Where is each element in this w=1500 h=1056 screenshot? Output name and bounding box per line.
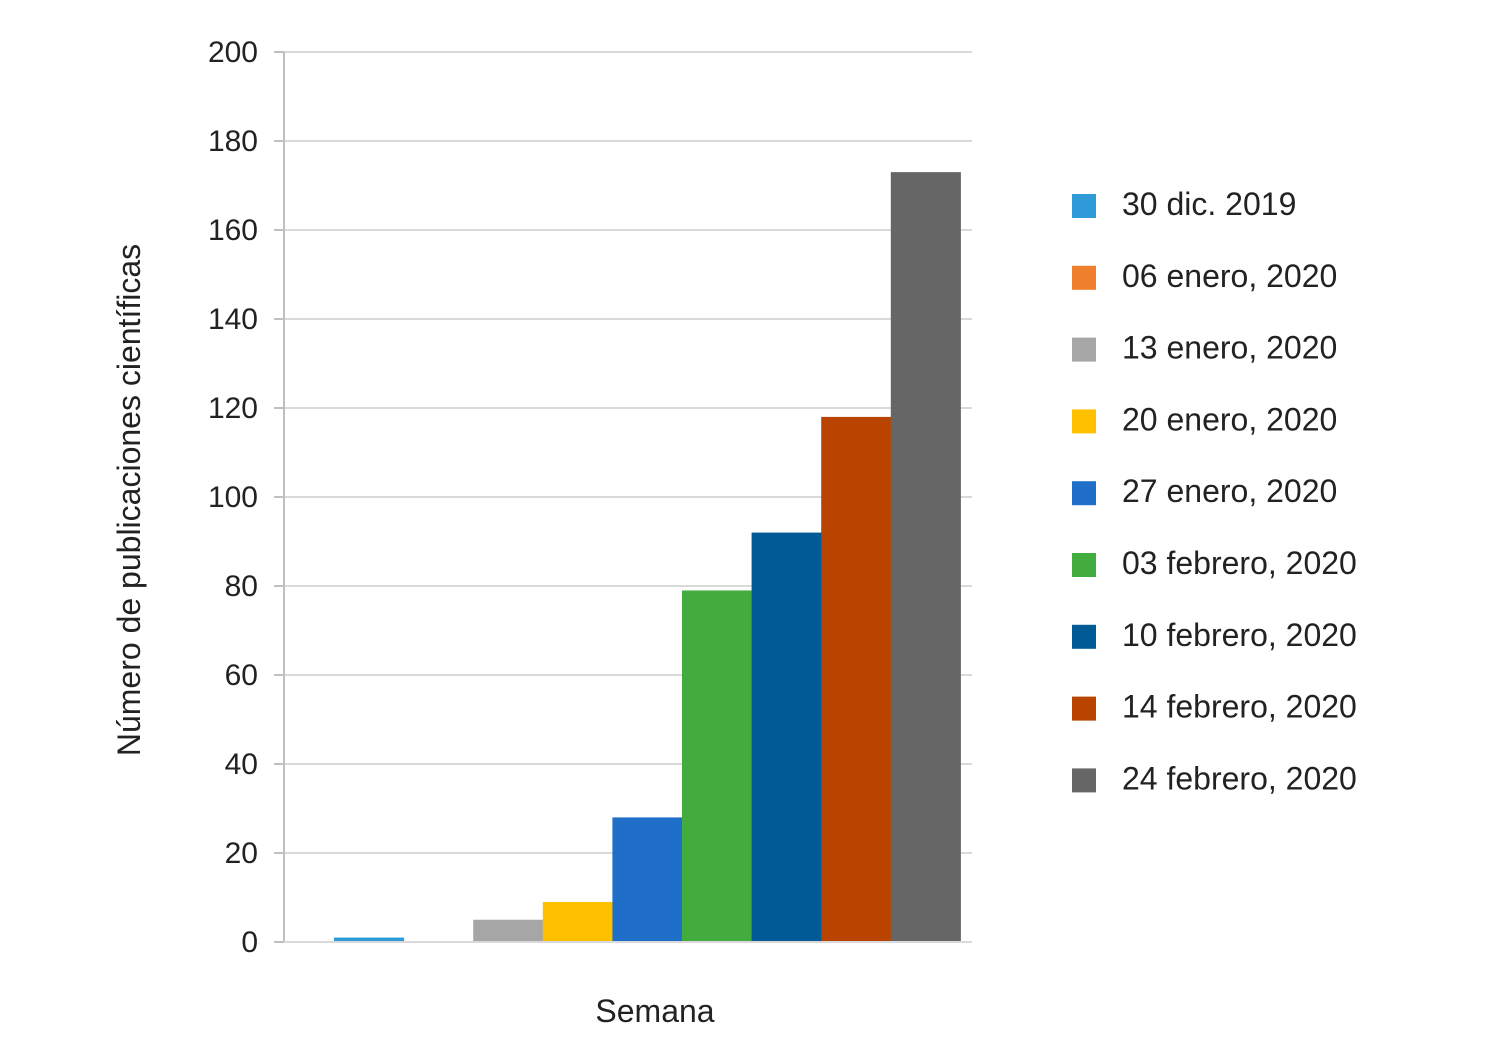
legend-swatch xyxy=(1072,696,1096,721)
gridlines xyxy=(284,51,972,854)
legend-label: 14 febrero, 2020 xyxy=(1122,689,1357,725)
legend-item: 10 febrero, 2020 xyxy=(1072,617,1357,653)
legend-label: 10 febrero, 2020 xyxy=(1122,617,1357,653)
bar xyxy=(751,532,822,942)
bar xyxy=(682,590,753,942)
y-tick-label: 180 xyxy=(208,125,258,158)
y-tick-label: 40 xyxy=(225,748,258,781)
legend: 30 dic. 2019 06 enero, 2020 13 enero, 2020… xyxy=(1072,186,1357,796)
y-tick-label: 20 xyxy=(225,837,258,870)
legend-label: 20 enero, 2020 xyxy=(1122,401,1337,437)
legend-item: 13 enero, 2020 xyxy=(1072,330,1337,366)
legend-swatch xyxy=(1072,481,1096,506)
legend-item: 30 dic. 2019 xyxy=(1072,186,1296,222)
bar xyxy=(821,416,892,942)
y-tick-labels: 0 20 40 60 80 100 120 140 160 180 200 xyxy=(208,36,284,959)
legend-label: 06 enero, 2020 xyxy=(1122,258,1337,294)
y-tick-label: 140 xyxy=(208,303,258,336)
bar xyxy=(473,919,544,942)
legend-label: 13 enero, 2020 xyxy=(1122,330,1337,366)
legend-swatch xyxy=(1072,553,1096,577)
y-tick-label: 160 xyxy=(208,214,258,247)
bar xyxy=(542,901,613,942)
legend-label: 30 dic. 2019 xyxy=(1122,186,1296,222)
legend-label: 03 febrero, 2020 xyxy=(1122,545,1357,581)
legend-item: 27 enero, 2020 xyxy=(1072,473,1337,509)
legend-item: 06 enero, 2020 xyxy=(1072,258,1337,294)
legend-item: 24 febrero, 2020 xyxy=(1072,760,1357,796)
y-tick-label: 120 xyxy=(208,392,258,425)
y-tick-label: 100 xyxy=(208,481,258,514)
legend-item: 03 febrero, 2020 xyxy=(1072,545,1357,581)
y-tick-label: 0 xyxy=(241,926,258,959)
bar xyxy=(334,937,405,942)
y-tick-label: 200 xyxy=(208,36,258,69)
y-tick-label: 80 xyxy=(225,570,258,603)
y-axis-title: Número de publicaciones científicas xyxy=(111,244,147,756)
legend-label: 24 febrero, 2020 xyxy=(1122,760,1357,796)
legend-item: 20 enero, 2020 xyxy=(1072,401,1337,437)
legend-label: 27 enero, 2020 xyxy=(1122,473,1337,509)
legend-swatch xyxy=(1072,194,1096,218)
bars xyxy=(334,172,961,942)
legend-swatch xyxy=(1072,768,1096,793)
legend-swatch xyxy=(1072,409,1096,434)
legend-swatch xyxy=(1072,624,1096,649)
legend-item: 14 febrero, 2020 xyxy=(1072,689,1357,725)
legend-swatch xyxy=(1072,265,1096,290)
legend-swatch xyxy=(1072,337,1096,362)
x-axis-title: Semana xyxy=(595,993,714,1029)
bar xyxy=(890,172,961,942)
bar xyxy=(612,817,683,942)
y-tick-label: 60 xyxy=(225,659,258,692)
